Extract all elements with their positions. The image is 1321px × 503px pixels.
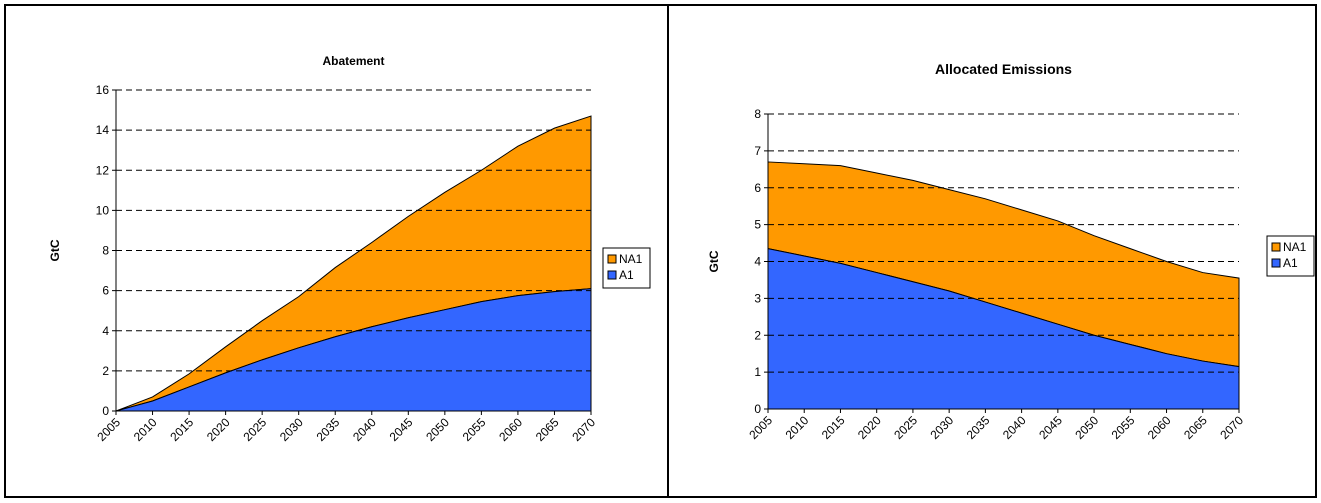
- y-tick-label: 2: [102, 364, 109, 378]
- y-tick-label: 6: [754, 181, 761, 195]
- x-tick-label: 2070: [1217, 413, 1246, 442]
- y-axis-label: GtC: [707, 250, 721, 272]
- x-tick-label: 2015: [167, 415, 196, 444]
- y-tick-label: 2: [754, 328, 761, 342]
- x-tick-label: 2050: [423, 415, 452, 444]
- chart-title: Allocated Emissions: [935, 61, 1072, 77]
- legend-swatch-a1: [607, 270, 617, 280]
- y-tick-label: 8: [102, 244, 109, 258]
- x-tick-label: 2020: [204, 415, 233, 444]
- x-tick-label: 2020: [855, 413, 884, 442]
- chart-title: Abatement: [322, 54, 384, 68]
- area-series-a1: [115, 288, 592, 412]
- y-tick-label: 8: [754, 107, 761, 121]
- x-tick-label: 2025: [891, 413, 920, 442]
- x-tick-label: 2055: [1109, 413, 1138, 442]
- y-tick-label: 6: [102, 284, 109, 298]
- x-tick-label: 2005: [94, 415, 123, 444]
- legend-label-a1: A1: [619, 268, 634, 282]
- x-tick-label: 2045: [1036, 413, 1065, 442]
- chart-panel-allocated-emissions: Allocated Emissions 0 1 2 3 4 5 6 7 8 2005 2010 2015…: [667, 4, 1317, 498]
- x-tick-label: 2070: [569, 415, 598, 444]
- x-tick-label: 2025: [240, 415, 269, 444]
- legend-label-na1: NA1: [1283, 240, 1307, 254]
- legend-label-na1: NA1: [619, 252, 643, 266]
- x-tick-label: 2030: [927, 413, 956, 442]
- y-tick-label: 0: [754, 402, 761, 416]
- x-tick-label: 2005: [746, 413, 775, 442]
- chart-panel-abatement: Abatement 0 2 4 6 8 10 12 14 16 2005 2010 2015 2020 20…: [4, 4, 669, 498]
- x-tick-label: 2040: [350, 415, 379, 444]
- y-tick-label: 16: [96, 83, 110, 97]
- y-tick-label: 10: [96, 203, 110, 217]
- y-tick-label: 14: [96, 123, 110, 137]
- legend-swatch-a1: [1271, 258, 1281, 268]
- y-tick-label: 3: [754, 291, 761, 305]
- x-tick-label: 2060: [1145, 413, 1174, 442]
- x-tick-label: 2065: [533, 415, 562, 444]
- x-tick-label: 2010: [131, 415, 160, 444]
- x-tick-label: 2050: [1072, 413, 1101, 442]
- x-tick-label: 2035: [314, 415, 343, 444]
- legend-swatch-na1: [607, 254, 617, 264]
- x-tick-label: 2045: [387, 415, 416, 444]
- x-tick-label: 2040: [1000, 413, 1029, 442]
- x-tick-label: 2060: [496, 415, 525, 444]
- allocated-emissions-chart: Allocated Emissions 0 1 2 3 4 5 6 7 8 2005 2010 2015…: [707, 61, 1315, 442]
- x-tick-label: 2055: [460, 415, 489, 444]
- y-tick-label: 7: [754, 144, 761, 158]
- y-axis-label: GtC: [48, 239, 62, 261]
- x-tick-label: 2030: [277, 415, 306, 444]
- x-tick-label: 2035: [964, 413, 993, 442]
- y-tick-label: 5: [754, 218, 761, 232]
- x-tick-label: 2065: [1181, 413, 1210, 442]
- y-tick-label: 12: [96, 163, 110, 177]
- y-tick-label: 1: [754, 365, 761, 379]
- legend-swatch-na1: [1271, 242, 1281, 252]
- legend-label-a1: A1: [1283, 256, 1298, 270]
- y-tick-label: 4: [754, 255, 761, 269]
- y-tick-label: 0: [102, 404, 109, 418]
- x-tick-label: 2015: [819, 413, 848, 442]
- y-tick-label: 4: [102, 324, 109, 338]
- x-tick-label: 2010: [783, 413, 812, 442]
- area-series-a1: [767, 247, 1240, 410]
